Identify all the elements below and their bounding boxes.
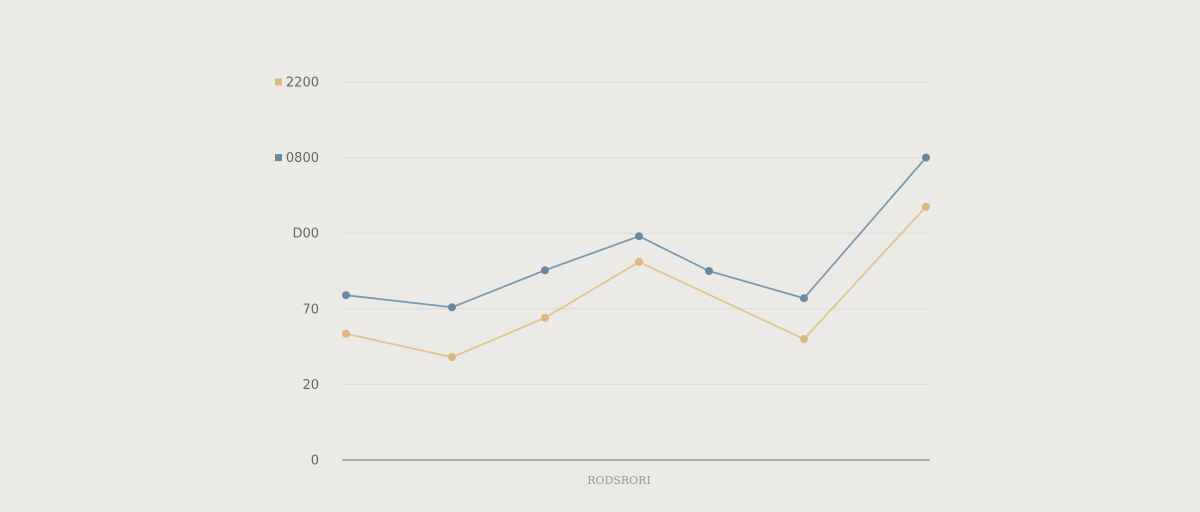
data-point	[800, 335, 808, 344]
series-layer	[342, 153, 930, 362]
data-point	[800, 294, 808, 303]
data-point	[705, 267, 713, 275]
data-point	[448, 353, 456, 362]
legend-swatch	[275, 154, 282, 162]
legend-swatches	[275, 78, 282, 162]
y-tick-label: D00	[292, 227, 319, 242]
y-tick-label: 70	[302, 302, 319, 317]
data-point	[922, 153, 930, 162]
data-point	[541, 266, 549, 275]
grid-lines	[342, 81, 930, 385]
series-1	[342, 153, 930, 312]
series-line	[345, 156, 927, 309]
y-tick-label: 2200	[286, 76, 319, 91]
y-tick-labels: 0 20 70 D00 0800 2200	[286, 76, 319, 469]
data-point	[541, 313, 549, 322]
y-tick-label: 0800	[286, 151, 319, 166]
data-point	[922, 202, 930, 211]
series-line	[345, 205, 927, 359]
data-point	[635, 232, 643, 241]
data-point	[448, 303, 456, 312]
series-2	[342, 202, 930, 362]
legend-swatch	[275, 78, 282, 86]
data-point	[342, 329, 350, 338]
data-point	[342, 291, 350, 300]
data-point	[635, 257, 643, 266]
x-axis-label: RODSRORI	[587, 474, 651, 487]
y-tick-label: 20	[302, 378, 319, 393]
y-tick-label: 0	[311, 454, 319, 469]
